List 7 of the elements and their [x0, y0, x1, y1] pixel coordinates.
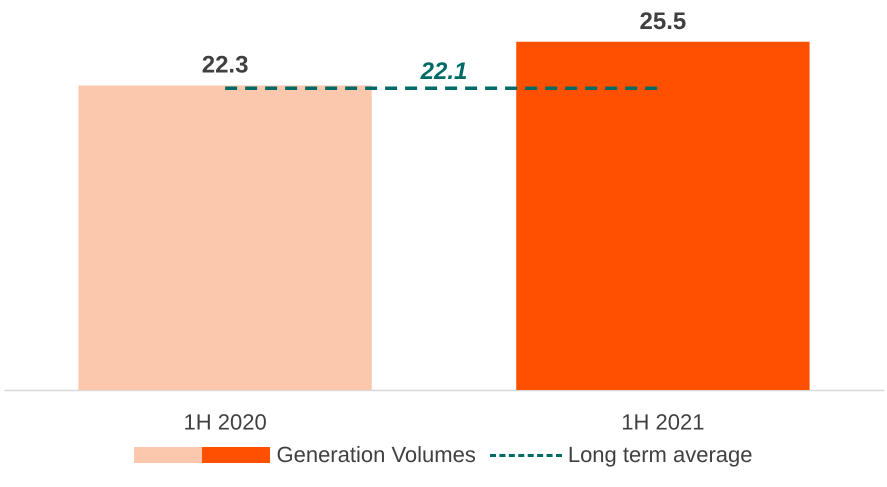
x-tick-label: 1H 2020 — [184, 410, 267, 434]
legend-label: Generation Volumes — [276, 442, 476, 468]
data-label: 25.5 — [640, 8, 686, 35]
data-label: 22.3 — [202, 51, 248, 78]
legend-label: Long term average — [568, 442, 752, 468]
x-tick-label: 1H 2021 — [621, 410, 704, 434]
annotation: 22.1 — [420, 58, 468, 86]
